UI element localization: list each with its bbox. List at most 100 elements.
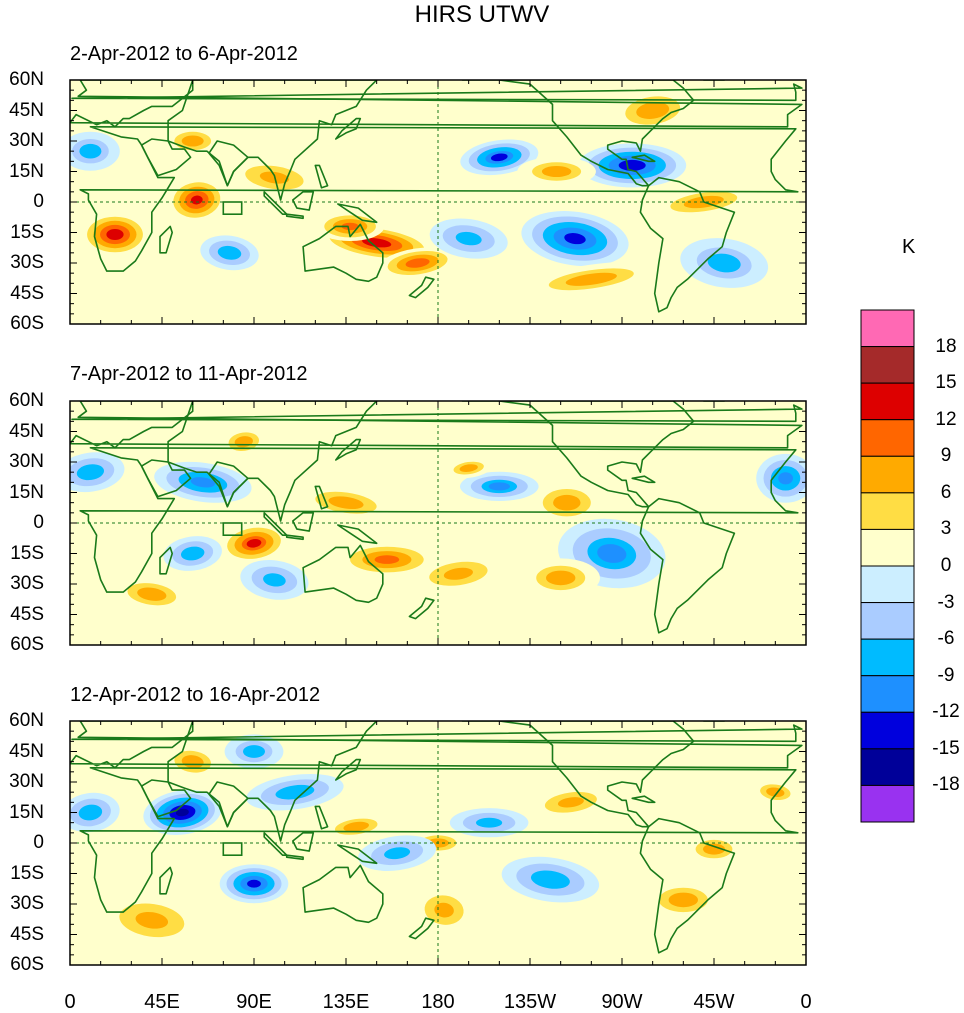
- anomaly-contour: [137, 587, 167, 601]
- anomaly-contour: [636, 102, 670, 119]
- anomaly-contour: [597, 544, 627, 563]
- y-tick-label: 45S: [10, 603, 44, 625]
- y-tick-label: 15N: [9, 801, 44, 823]
- colorbar-swatch: [860, 638, 915, 677]
- coastline-borneo: [292, 511, 315, 532]
- region-box: [222, 522, 243, 536]
- coastline-australia: [302, 544, 384, 604]
- colorbar-label: 18: [935, 335, 957, 357]
- x-tick-label: 45E: [144, 991, 180, 1013]
- coastline-japan: [335, 758, 362, 781]
- map-panel-1: [70, 80, 806, 324]
- chart-title: HIRS UTWV: [414, 1, 550, 28]
- anomaly-contour: [190, 477, 216, 488]
- anomaly-contour: [564, 233, 586, 245]
- y-tick-label: 45N: [9, 420, 44, 442]
- coastline-philippines: [314, 164, 329, 189]
- y-tick-label: 30N: [9, 451, 44, 472]
- colorbar-label: -9: [937, 664, 955, 686]
- colorbar-swatch: [860, 675, 915, 713]
- y-tick-label: 30N: [9, 771, 44, 792]
- anomaly-contour: [280, 786, 310, 798]
- coastline-europe: [70, 721, 803, 769]
- colorbar-label: 12: [935, 408, 957, 430]
- colorbar-label: 3: [940, 518, 952, 540]
- colorbar-swatch: [860, 528, 915, 567]
- region-box: [222, 201, 243, 215]
- coastline-java: [285, 213, 304, 220]
- y-tick-label: 0: [33, 512, 44, 533]
- coastline-java: [285, 854, 304, 861]
- coastline-sumatra: [263, 832, 288, 856]
- coastline-namerica: [461, 401, 695, 508]
- anomaly-contour: [541, 166, 572, 177]
- coastline-madagascar: [159, 546, 173, 575]
- coastline-australia: [302, 864, 384, 924]
- anomaly-contour: [622, 161, 643, 170]
- coastline-europe: [70, 401, 803, 449]
- anomaly-contour: [135, 911, 169, 929]
- anomaly-contour: [556, 496, 578, 509]
- anomaly-contour: [108, 230, 122, 239]
- colorbar-unit-label: K: [902, 236, 916, 258]
- coastline-sumatra: [263, 511, 288, 536]
- anomaly-contour: [263, 573, 286, 587]
- coastline-india: [208, 140, 249, 187]
- colorbar-swatch: [860, 748, 915, 786]
- x-tick-label: 0: [800, 991, 812, 1013]
- y-tick-label: 60S: [10, 634, 44, 655]
- panel-title-2: 7-Apr-2012 to 11-Apr-2012: [70, 363, 308, 385]
- anomaly-contour: [443, 567, 473, 580]
- coastline-asia: [167, 401, 378, 522]
- x-tick-label: 135E: [322, 991, 370, 1013]
- coastline-africa: [79, 447, 799, 593]
- x-tick-label: 135W: [503, 991, 557, 1013]
- anomaly-contour: [181, 135, 204, 147]
- coastline-madagascar: [159, 225, 173, 254]
- map-panel-3: [70, 721, 806, 965]
- anomaly-contour: [246, 539, 262, 548]
- anomaly-contour: [459, 464, 478, 472]
- anomaly-contour: [535, 872, 565, 887]
- y-tick-label: 60S: [10, 954, 44, 975]
- colorbar-swatch: [860, 711, 915, 750]
- y-tick-label: 30S: [10, 252, 44, 273]
- coastline-uk: [71, 83, 803, 102]
- anomaly-contour: [374, 555, 400, 564]
- coastline-australia: [302, 223, 384, 283]
- x-tick-label: 0: [64, 991, 76, 1013]
- colorbar-swatch: [860, 419, 915, 457]
- coastline-sumatra: [263, 191, 288, 215]
- y-tick-label: 0: [33, 832, 44, 853]
- anomaly-contour: [455, 231, 482, 246]
- coastline-cuba: [631, 795, 656, 804]
- anomaly-contour: [190, 195, 203, 205]
- y-tick-label: 15S: [10, 542, 44, 564]
- coastline-europe: [70, 80, 803, 128]
- y-tick-label: 15S: [10, 221, 44, 243]
- y-tick-label: 15N: [9, 481, 44, 503]
- y-tick-label: 30S: [10, 893, 44, 914]
- coastline-cuba: [631, 475, 656, 484]
- anomaly-contour: [220, 247, 239, 258]
- coastline-nz: [408, 597, 435, 620]
- anomaly-contour: [384, 847, 411, 860]
- colorbar-swatch: [860, 492, 915, 530]
- anomaly-contour: [703, 843, 725, 855]
- colorbar-label: 6: [940, 481, 952, 503]
- colorbar-swatch: [860, 602, 915, 640]
- y-tick-label: 60N: [9, 710, 44, 731]
- x-tick-label: 180: [421, 991, 455, 1013]
- y-tick-label: 30N: [9, 130, 44, 151]
- colorbar-swatch: [860, 309, 915, 348]
- colorbar-label: -15: [932, 737, 960, 759]
- anomaly-contour: [546, 570, 576, 586]
- colorbar-swatch: [860, 346, 915, 384]
- colorbar-swatch: [860, 382, 915, 421]
- y-tick-label: 45S: [10, 282, 44, 304]
- coastline-africa: [79, 126, 799, 272]
- panel-title-3: 12-Apr-2012 to 16-Apr-2012: [70, 684, 321, 706]
- coastline-namerica: [461, 80, 695, 187]
- coastline-cuba: [631, 154, 656, 163]
